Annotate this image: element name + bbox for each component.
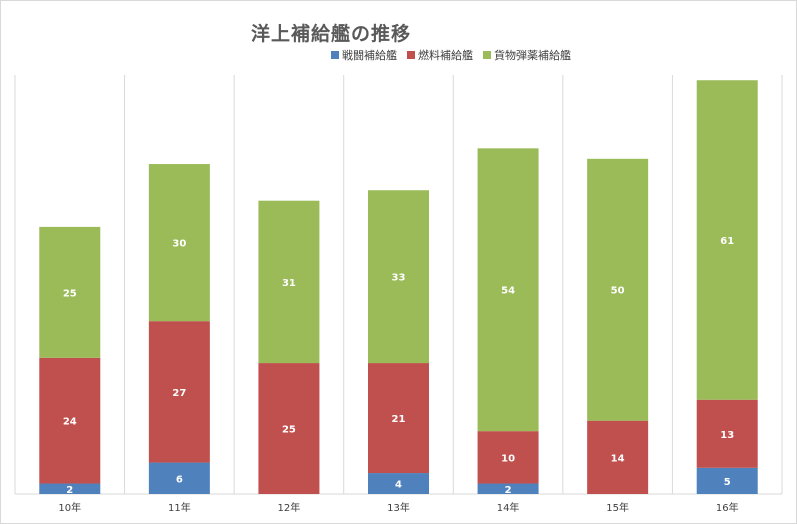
data-label-3-1: 21: [392, 414, 406, 425]
bar-segment-2-2: [258, 200, 320, 364]
legend-item-series-1: 燃料補給艦: [407, 47, 473, 63]
legend-swatch-series-0: [331, 51, 339, 59]
data-label-5-1: 14: [611, 453, 625, 464]
data-label-5-2: 50: [611, 286, 625, 297]
data-label-6-1: 13: [720, 430, 734, 441]
data-label-4-0: 2: [505, 485, 512, 496]
data-label-1-2: 30: [172, 239, 186, 250]
bar-segment-3-0: [368, 473, 429, 494]
legend-label-series-1: 燃料補給艦: [418, 49, 473, 62]
bar-segment-0-0: [39, 483, 101, 494]
data-label-3-2: 33: [392, 273, 406, 284]
data-label-0-1: 24: [63, 417, 77, 428]
data-label-6-0: 5: [724, 477, 731, 488]
bar-segment-2-1: [258, 363, 320, 494]
data-label-6-2: 61: [720, 236, 734, 247]
legend-label-series-0: 戦闘補給艦: [342, 49, 397, 62]
chart-title: 洋上補給艦の推移: [250, 23, 411, 45]
bar-segment-4-1: [477, 431, 539, 484]
data-label-1-0: 6: [176, 474, 183, 485]
bar-segment-5-2: [587, 158, 649, 421]
bar-segment-1-0: [148, 462, 210, 494]
data-label-0-0: 2: [66, 485, 73, 496]
bar-segment-3-2: [368, 190, 429, 364]
x-tick-label-6: 16年: [716, 501, 739, 514]
x-tick-label-4: 14年: [497, 501, 520, 514]
data-label-4-2: 54: [501, 286, 515, 297]
data-label-1-1: 27: [172, 388, 186, 399]
legend-swatch-series-2: [483, 51, 491, 59]
x-tick-label-5: 15年: [606, 501, 629, 514]
x-tick-label-1: 11年: [168, 501, 191, 514]
bar-segment-4-0: [477, 483, 539, 494]
legend-swatch-series-1: [407, 51, 415, 59]
x-tick-label-0: 10年: [58, 501, 81, 514]
bar-segment-1-1: [148, 321, 210, 463]
x-tick-label-2: 12年: [278, 501, 301, 514]
legend-item-series-2: 貨物弾薬補給艦: [483, 47, 571, 63]
bar-segment-6-2: [696, 80, 758, 400]
bar-segment-5-1: [587, 420, 649, 494]
data-label-3-0: 4: [395, 480, 402, 491]
legend-label-series-2: 貨物弾薬補給艦: [494, 49, 571, 62]
data-label-4-1: 10: [501, 453, 515, 464]
data-label-2-2: 31: [282, 278, 296, 289]
legend: 戦闘補給艦 燃料補給艦 貨物弾薬補給艦: [331, 47, 581, 63]
bar-segment-6-1: [696, 399, 758, 468]
bar-segment-1-2: [148, 164, 210, 322]
bar-segment-6-0: [696, 467, 758, 494]
bar-segment-4-2: [477, 148, 539, 432]
x-tick-label-3: 13年: [387, 501, 410, 514]
bar-segment-3-1: [368, 363, 429, 474]
legend-item-series-0: 戦闘補給艦: [331, 47, 397, 63]
data-label-0-2: 25: [63, 288, 77, 299]
data-label-2-1: 25: [282, 425, 296, 436]
bar-segment-0-2: [39, 226, 101, 358]
bar-segment-0-1: [39, 357, 101, 484]
